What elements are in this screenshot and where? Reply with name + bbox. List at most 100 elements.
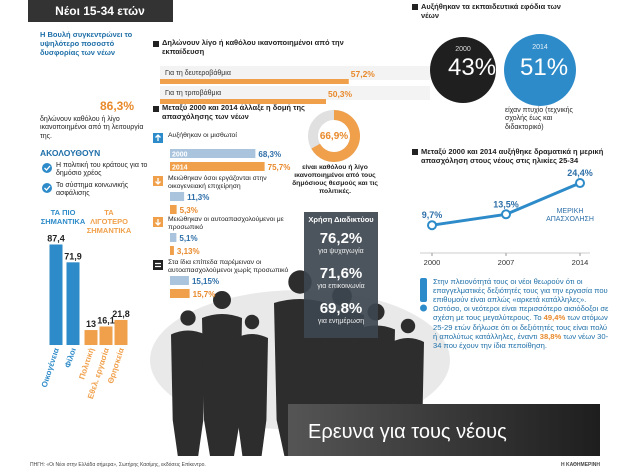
x-tick-label: 2007: [498, 258, 515, 267]
value-label: 21,8: [112, 309, 130, 319]
bar: [99, 326, 113, 345]
annotation: ΜΕΡΙΚΗ ΑΠΑΣΧΟΛΗΣΗ: [546, 208, 594, 224]
follow-item: Η πολιτική του κράτους για το δημόσιο χρ…: [56, 162, 148, 178]
paragraph-text: Στην πλειονότητά τους οι νέοι θεωρούν ότ…: [433, 277, 609, 323]
silhouette-head: [213, 291, 231, 309]
silhouette-head: [400, 318, 416, 334]
trend-arrow: [155, 178, 161, 185]
follow-item: Το σύστημα κοινωνικής ασφάλισης: [56, 182, 129, 198]
banner-title: Ερευνα για τους νέους: [308, 421, 507, 443]
bar: [160, 79, 349, 84]
silhouette-body: [236, 334, 268, 456]
value-label: 5,3%: [180, 206, 198, 215]
bar: [114, 319, 128, 345]
publisher: Η ΚΑΘΗΜΕΡΙΝΗ: [560, 462, 600, 468]
internet-value: 76,2%: [319, 230, 363, 247]
education-caption: είχαν πτυχίο (τεχνικής σχολής έως και δι…: [505, 107, 573, 131]
point: [501, 209, 511, 220]
value-label: 68,3%: [258, 150, 281, 159]
category-label: Φίλοι: [63, 347, 78, 369]
internet-label: για ψυχαγωγία: [318, 248, 364, 255]
follow-title: ΑΚΟΛΟΥΘΟΥΝ: [40, 148, 101, 158]
paragraph: Στην πλειονότητά τους οι νέοι θεωρούν ότ…: [433, 277, 613, 350]
internet-label: για επικοινωνία: [317, 283, 365, 290]
paragraph-highlight: 38,8%: [539, 331, 562, 341]
value-label: 9,7%: [422, 210, 443, 220]
bar: [170, 205, 177, 214]
bar: [170, 162, 265, 171]
category-label: Αυξήθηκαν οι μισθωτοί: [168, 132, 237, 139]
education-value: 43%: [448, 54, 497, 81]
silhouette-body: [171, 330, 205, 456]
silhouette-body: [202, 314, 242, 456]
bar: [170, 246, 174, 255]
bullet: [153, 41, 159, 47]
category-label: Μειώθηκαν οι αυτοαπασχολούμενοι με προσω…: [168, 216, 284, 232]
exclamation-icon: [420, 278, 427, 302]
value-label: 3,13%: [177, 247, 200, 256]
parliament-caption: δηλώνουν καθόλου ή λίγο ικανοποιημένοι α…: [40, 116, 144, 140]
exclamation-icon: [420, 304, 427, 312]
education-title: Αυξήθηκαν τα εκπαιδευτικά εφόδια των νέω…: [421, 2, 561, 20]
bar: [170, 192, 185, 201]
bar: [170, 233, 177, 242]
paragraph-highlight: 49,4%: [543, 313, 566, 323]
value-label: 50,3%: [328, 89, 353, 99]
group-title: ΤΑ ΛΙΓΟΤΕΡΟ ΣΗΜΑΝΤΙΚΑ: [86, 208, 132, 235]
value-label: 66,9%: [320, 131, 348, 142]
category-label: Για τη δευτεροβάθμια: [165, 69, 231, 77]
education-value: 51%: [520, 54, 569, 81]
category-label: Οικογένεια: [40, 347, 61, 389]
trend-icon: [153, 260, 163, 270]
point: [427, 220, 437, 231]
x-tick-label: 2014: [572, 258, 589, 267]
bar: [49, 244, 63, 345]
bar-track: [160, 86, 430, 100]
internet-box: [304, 212, 378, 338]
silhouette-head: [244, 314, 260, 330]
value-label: 15,7%: [193, 290, 216, 299]
value-label: 75,7%: [268, 163, 291, 172]
value-label: 5,1%: [179, 234, 197, 243]
trend-arrow: [155, 219, 161, 226]
banner-band: [288, 404, 600, 456]
group-title: ΤΑ ΠΙΟ ΣΗΜΑΝΤΙΚΑ: [40, 208, 86, 226]
header-title: Νέοι 15-34 ετών: [55, 4, 145, 18]
check-mark: [44, 165, 51, 191]
donut-caption: είναι καθόλου ή λίγο ικανοποιημένοι από …: [292, 164, 378, 196]
category-label: Στα ίδια επίπεδα παρέμειναν οι αυτοαπασχ…: [168, 259, 289, 275]
circle-2014: [504, 34, 576, 106]
series-label: 2000: [172, 152, 188, 159]
education-year: 2000: [455, 46, 471, 53]
bullet: [412, 149, 418, 155]
circle-2000: [430, 37, 496, 103]
donut-arc: [311, 110, 360, 162]
chart-title: Μεταξύ 2000 και 2014 άλλαξε η δομή της α…: [162, 103, 305, 121]
parliament-value: 86,3%: [100, 99, 135, 113]
category-label: Μειώθηκαν όσοι εργάζονται στην οικογενει…: [168, 175, 267, 191]
point: [575, 178, 585, 189]
bar: [170, 276, 189, 285]
check-icon: [42, 183, 52, 193]
value-label: 71,9: [64, 251, 82, 261]
value-label: 13: [86, 319, 96, 329]
parliament-text: Η Βουλή συγκεντρώνει το υψηλότερο ποσοστ…: [40, 30, 133, 57]
internet-title: Χρήση Διαδικτύου: [308, 215, 374, 224]
education-year: 2014: [532, 44, 548, 51]
header-bar: [28, 0, 173, 22]
bar: [170, 149, 256, 158]
value-label: 87,4: [47, 233, 65, 243]
value-label: 11,3%: [187, 193, 209, 202]
silhouette-head: [180, 310, 196, 326]
bar: [160, 99, 326, 104]
paragraph-text: των νέων 30-34 που έχουν την ίδια πεποίθ…: [433, 331, 609, 350]
bullet: [412, 4, 418, 10]
paragraph-text: των ατόμων 25-29 ετών δήλωσε ότι οι δεξι…: [433, 313, 608, 341]
series-label: 2014: [172, 165, 188, 172]
value-label: 15,15%: [192, 277, 219, 286]
internet-label: για ενημέρωση: [317, 318, 365, 325]
bar: [84, 330, 98, 345]
internet-value: 71,6%: [319, 265, 363, 282]
